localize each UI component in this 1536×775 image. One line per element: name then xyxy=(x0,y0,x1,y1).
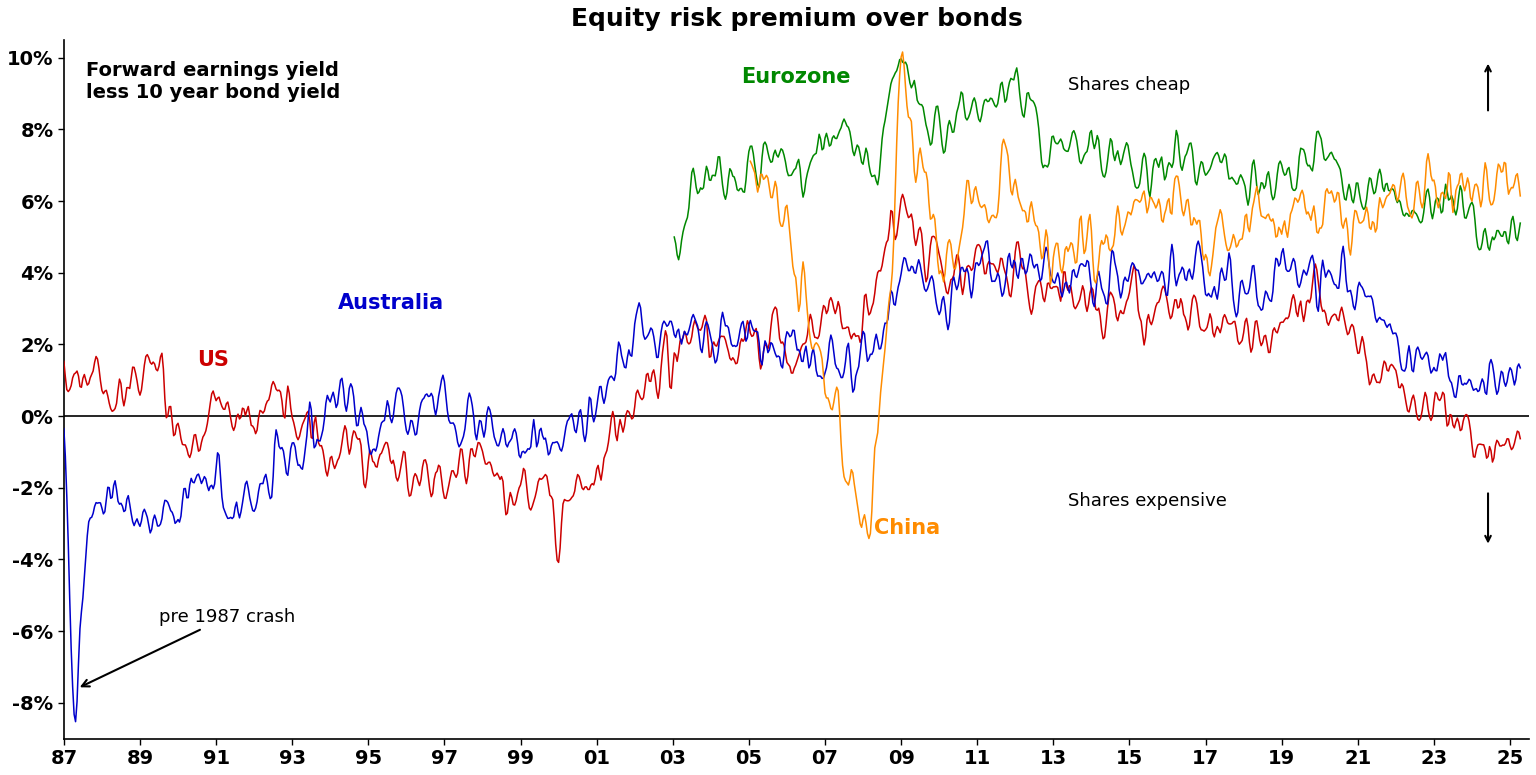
Text: US: US xyxy=(197,350,229,370)
Title: Equity risk premium over bonds: Equity risk premium over bonds xyxy=(570,7,1023,31)
Text: China: China xyxy=(874,518,940,539)
Text: Shares cheap: Shares cheap xyxy=(1068,76,1190,95)
Text: Eurozone: Eurozone xyxy=(742,67,851,87)
Text: pre 1987 crash: pre 1987 crash xyxy=(81,608,295,687)
Text: Shares expensive: Shares expensive xyxy=(1068,492,1226,510)
Text: Forward earnings yield
less 10 year bond yield: Forward earnings yield less 10 year bond… xyxy=(86,60,339,102)
Text: Australia: Australia xyxy=(338,293,444,312)
